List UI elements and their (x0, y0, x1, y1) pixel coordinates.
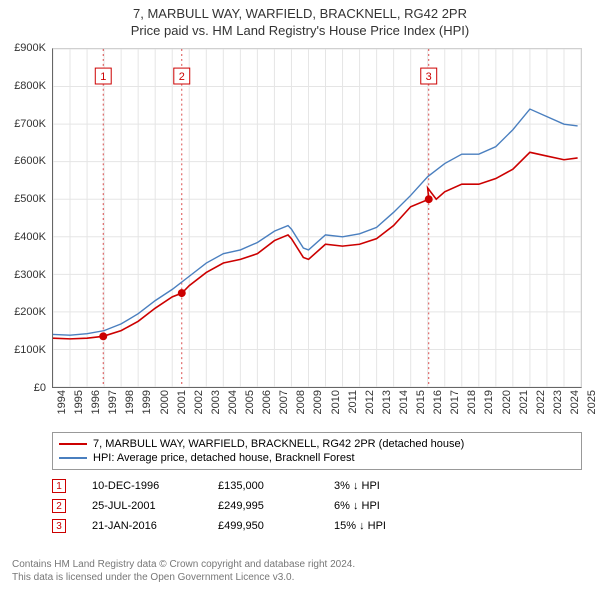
event-pct: 3% ↓ HPI (334, 480, 424, 492)
title-address: 7, MARBULL WAY, WARFIELD, BRACKNELL, RG4… (0, 6, 600, 21)
event-marker-icon: 1 (52, 479, 66, 493)
y-tick-label: £0 (34, 382, 46, 394)
x-tick-label: 1995 (73, 390, 85, 414)
event-marker-icon: 3 (52, 519, 66, 533)
chart-area: 1 2 3 (52, 48, 582, 388)
legend-label: HPI: Average price, detached house, Brac… (93, 452, 355, 464)
y-tick-label: £800K (14, 80, 46, 92)
event-price: £135,000 (218, 480, 308, 492)
chart-container: 7, MARBULL WAY, WARFIELD, BRACKNELL, RG4… (0, 0, 600, 590)
x-tick-label: 2025 (586, 390, 598, 414)
y-tick-label: £700K (14, 118, 46, 130)
x-tick-label: 2011 (347, 390, 359, 414)
event-date: 25-JUL-2001 (92, 500, 192, 512)
x-tick-label: 2007 (278, 390, 290, 414)
x-tick-label: 2012 (364, 390, 376, 414)
x-tick-label: 2013 (381, 390, 393, 414)
footer-line1: Contains HM Land Registry data © Crown c… (12, 558, 355, 571)
y-tick-label: £600K (14, 155, 46, 167)
chart-svg: 1 2 3 (53, 49, 581, 387)
event-price: £249,995 (218, 500, 308, 512)
x-tick-label: 2021 (518, 390, 530, 414)
y-tick-label: £400K (14, 231, 46, 243)
legend-swatch (59, 457, 87, 459)
x-axis-labels: 1994 1995 1996 1997 1998 1999 2000 2001 2002 2003… (52, 388, 582, 438)
x-tick-label: 1997 (107, 390, 119, 414)
legend: 7, MARBULL WAY, WARFIELD, BRACKNELL, RG4… (52, 432, 582, 470)
x-tick-label: 2019 (483, 390, 495, 414)
x-tick-label: 2005 (244, 390, 256, 414)
x-tick-label: 2016 (432, 390, 444, 414)
y-tick-label: £200K (14, 306, 46, 318)
x-tick-label: 1996 (90, 390, 102, 414)
svg-text:1: 1 (100, 71, 106, 83)
footer-line2: This data is licensed under the Open Gov… (12, 571, 355, 584)
x-tick-label: 2000 (159, 390, 171, 414)
x-tick-label: 2006 (261, 390, 273, 414)
x-tick-label: 2024 (569, 390, 581, 414)
x-tick-label: 2009 (312, 390, 324, 414)
legend-label: 7, MARBULL WAY, WARFIELD, BRACKNELL, RG4… (93, 438, 464, 450)
x-tick-label: 2020 (501, 390, 513, 414)
events-table: 1 10-DEC-1996 £135,000 3% ↓ HPI 2 25-JUL… (52, 476, 582, 536)
event-marker-icon: 2 (52, 499, 66, 513)
x-tick-label: 1999 (141, 390, 153, 414)
x-tick-label: 2003 (210, 390, 222, 414)
event-row: 3 21-JAN-2016 £499,950 15% ↓ HPI (52, 516, 582, 536)
x-tick-label: 2023 (552, 390, 564, 414)
title-block: 7, MARBULL WAY, WARFIELD, BRACKNELL, RG4… (0, 0, 600, 40)
legend-item-hpi: HPI: Average price, detached house, Brac… (59, 451, 575, 465)
event-row: 2 25-JUL-2001 £249,995 6% ↓ HPI (52, 496, 582, 516)
x-tick-label: 1994 (56, 390, 68, 414)
y-tick-label: £100K (14, 344, 46, 356)
x-tick-label: 2017 (449, 390, 461, 414)
svg-text:3: 3 (426, 71, 432, 83)
event-date: 10-DEC-1996 (92, 480, 192, 492)
legend-swatch (59, 443, 87, 445)
svg-text:2: 2 (179, 71, 185, 83)
x-tick-label: 2018 (466, 390, 478, 414)
event-row: 1 10-DEC-1996 £135,000 3% ↓ HPI (52, 476, 582, 496)
x-tick-label: 2015 (415, 390, 427, 414)
footer-attribution: Contains HM Land Registry data © Crown c… (12, 558, 355, 584)
event-pct: 15% ↓ HPI (334, 520, 424, 532)
x-tick-label: 2008 (295, 390, 307, 414)
x-tick-label: 2014 (398, 390, 410, 414)
event-date: 21-JAN-2016 (92, 520, 192, 532)
event-pct: 6% ↓ HPI (334, 500, 424, 512)
legend-item-property: 7, MARBULL WAY, WARFIELD, BRACKNELL, RG4… (59, 437, 575, 451)
x-tick-label: 2010 (330, 390, 342, 414)
y-tick-label: £900K (14, 42, 46, 54)
x-tick-label: 2002 (193, 390, 205, 414)
x-tick-label: 2022 (535, 390, 547, 414)
x-tick-label: 2001 (176, 390, 188, 414)
y-tick-label: £500K (14, 193, 46, 205)
y-axis-labels: £0£100K£200K£300K£400K£500K£600K£700K£80… (0, 48, 50, 388)
y-tick-label: £300K (14, 269, 46, 281)
event-price: £499,950 (218, 520, 308, 532)
x-tick-label: 1998 (124, 390, 136, 414)
title-subtitle: Price paid vs. HM Land Registry's House … (0, 23, 600, 38)
x-tick-label: 2004 (227, 390, 239, 414)
